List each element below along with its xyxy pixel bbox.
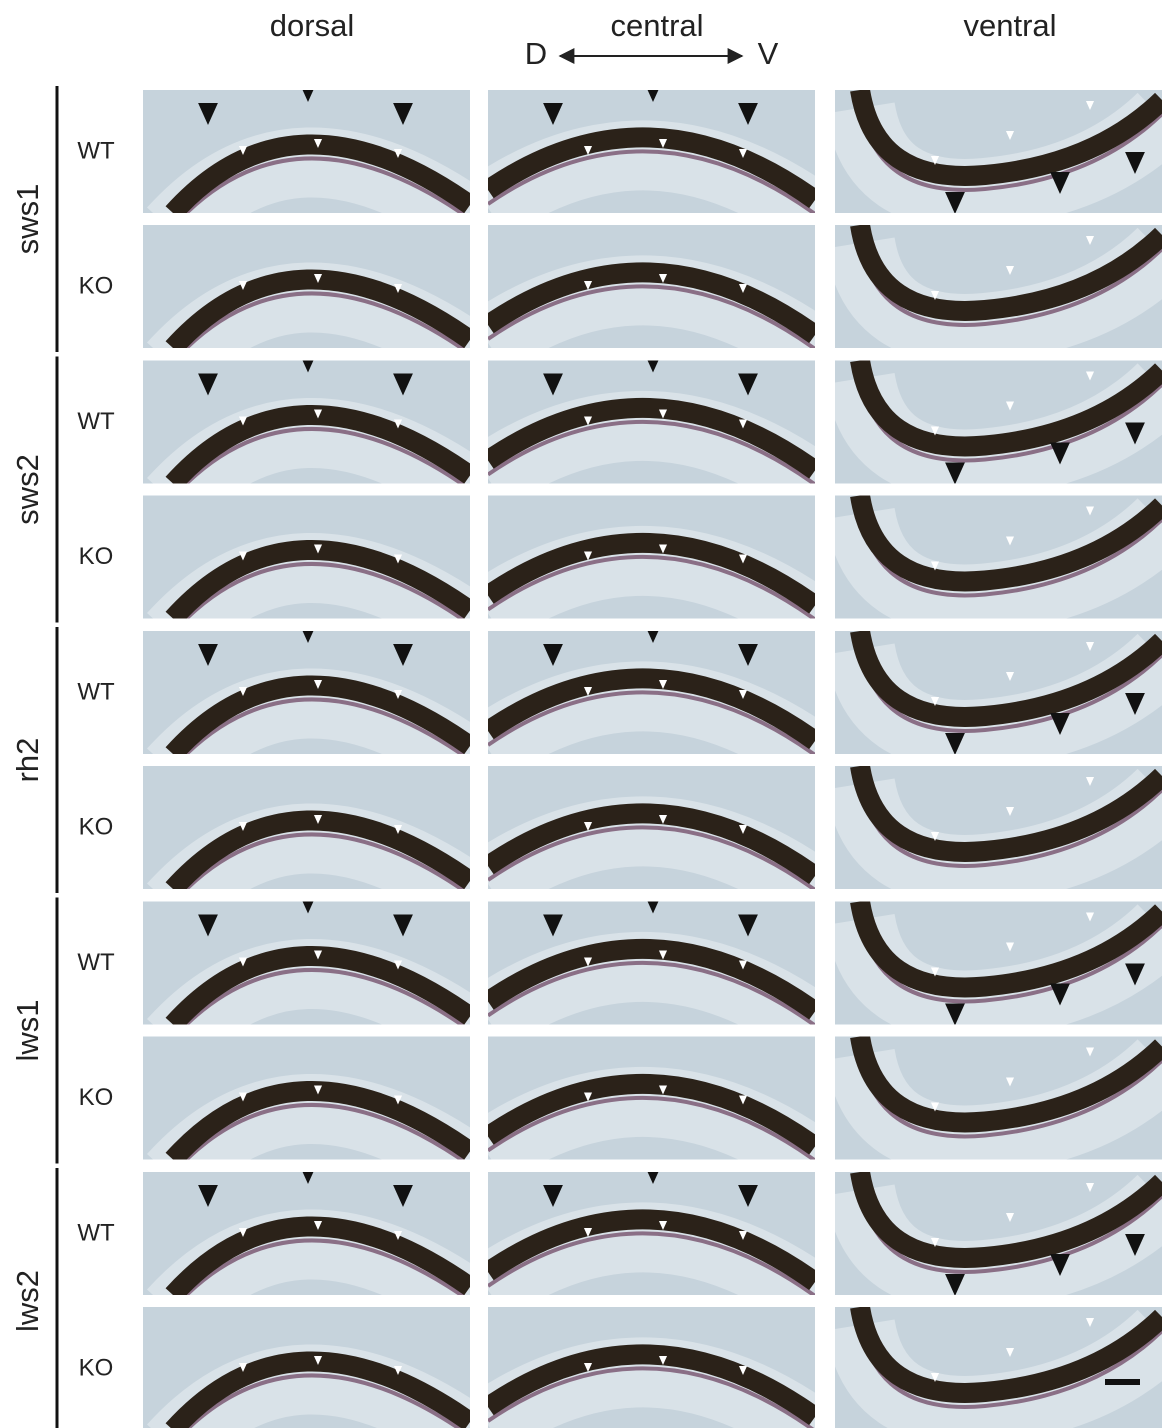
image-panel	[143, 1307, 470, 1428]
axis-right: V	[758, 36, 779, 71]
gene-label: sws2	[10, 454, 45, 525]
gene-label: rh2	[10, 738, 45, 783]
condition-label: WT	[77, 1219, 115, 1246]
image-panel	[488, 766, 815, 894]
image-panel	[835, 631, 1162, 755]
condition-label: WT	[77, 137, 115, 164]
image-panel	[488, 892, 815, 1030]
condition-label: KO	[79, 543, 114, 570]
image-panel	[835, 1307, 1162, 1428]
image-panel	[143, 496, 470, 637]
condition-label: KO	[79, 272, 114, 299]
axis-left: D	[525, 36, 547, 71]
image-panel	[488, 1162, 815, 1300]
figure: dorsal central ventral D V sws1 WT KO sws2 W…	[0, 0, 1162, 1428]
image-panel	[143, 225, 470, 366]
gene-label: lws1	[10, 999, 45, 1061]
image-panel	[835, 1037, 1162, 1160]
condition-label: WT	[77, 949, 115, 976]
image-panel	[143, 351, 470, 502]
image-panel	[835, 766, 1162, 889]
image-panel	[488, 225, 815, 353]
condition-label: KO	[79, 1354, 114, 1381]
column-header: dorsal	[270, 8, 354, 43]
condition-label: WT	[77, 408, 115, 435]
condition-label: KO	[79, 1084, 114, 1111]
column-header: central	[610, 8, 703, 43]
condition-label: KO	[79, 813, 114, 840]
image-panel	[488, 496, 815, 624]
image-panel	[835, 225, 1162, 348]
image-panel	[143, 1162, 470, 1313]
image-panel	[488, 80, 815, 218]
image-panel	[143, 892, 470, 1043]
image-panel	[143, 766, 470, 907]
image-panel	[835, 361, 1162, 485]
gene-label: lws2	[10, 1270, 45, 1332]
image-panel	[488, 621, 815, 759]
image-panel	[488, 351, 815, 489]
image-panel	[143, 80, 470, 231]
condition-label: WT	[77, 678, 115, 705]
gene-label: sws1	[10, 184, 45, 255]
image-panel	[143, 621, 470, 772]
image-panel	[143, 1037, 470, 1178]
image-panel	[488, 1307, 815, 1428]
scale-bar	[1105, 1379, 1140, 1385]
image-panel	[835, 496, 1162, 619]
image-panel	[835, 90, 1162, 214]
image-panel	[488, 1037, 815, 1165]
image-panel	[835, 1172, 1162, 1296]
column-header: ventral	[963, 8, 1056, 43]
image-panel	[835, 902, 1162, 1026]
panels: sws1 WT KO sws2 WT KO rh2 WT KO lws1 WT KO lws2 WT KO	[10, 80, 1162, 1428]
